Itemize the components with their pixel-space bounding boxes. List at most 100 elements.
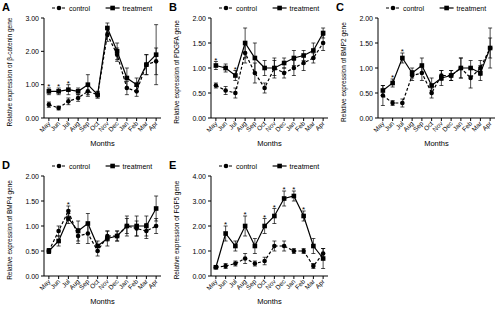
data-point xyxy=(488,46,493,51)
x-axis-label: Months xyxy=(90,297,115,306)
data-point xyxy=(214,265,219,270)
plot-area xyxy=(214,191,326,270)
data-point xyxy=(459,66,464,71)
data-point xyxy=(439,76,444,81)
error-bar xyxy=(321,28,325,38)
x-tick xyxy=(156,276,157,279)
annotation: * xyxy=(234,65,237,74)
error-bar xyxy=(96,91,100,98)
annotation: * xyxy=(67,79,70,88)
data-point xyxy=(488,46,493,51)
data-point xyxy=(311,264,316,269)
y-tick-label: 1.00 xyxy=(192,65,206,72)
data-point xyxy=(400,101,405,106)
y-tick xyxy=(375,118,378,119)
x-tick-label: Apr xyxy=(147,119,160,132)
panel: B0.000.501.001.502.00MayJunJulAugSepOctN… xyxy=(169,1,328,148)
panel-label: B xyxy=(169,1,177,13)
data-point xyxy=(272,66,277,71)
x-tick xyxy=(303,118,304,121)
annotation: * xyxy=(292,185,295,194)
x-tick xyxy=(323,276,324,279)
legend-marker xyxy=(110,164,115,169)
x-tick xyxy=(412,118,413,121)
y-axis-label: Relative expression of BMP2 gene xyxy=(340,22,348,122)
data-point xyxy=(390,101,395,106)
data-point xyxy=(233,91,238,96)
x-tick xyxy=(78,276,79,279)
annotation: * xyxy=(302,205,305,214)
error-bar xyxy=(263,257,267,265)
data-point xyxy=(233,73,238,78)
legend-marker xyxy=(277,6,282,11)
plot-area xyxy=(214,28,326,98)
error-bar xyxy=(224,64,228,72)
panel-label: D xyxy=(2,159,10,171)
panel-label: C xyxy=(336,1,344,13)
series-line xyxy=(383,48,490,91)
x-tick xyxy=(87,118,88,121)
data-point xyxy=(105,26,110,31)
plot-area xyxy=(381,28,493,107)
data-point xyxy=(86,82,91,87)
y-tick-label: 4.00 xyxy=(192,173,206,180)
error-bar xyxy=(391,101,395,106)
annotation: * xyxy=(273,203,276,212)
x-axis xyxy=(44,276,161,277)
annotation: * xyxy=(57,82,60,91)
x-tick xyxy=(293,276,294,279)
legend-item: control xyxy=(386,5,424,12)
data-point xyxy=(66,209,71,214)
data-point xyxy=(115,234,120,239)
legend-marker xyxy=(57,164,62,169)
y-tick xyxy=(41,201,44,202)
error-bar xyxy=(400,99,404,107)
y-tick-label: 0.00 xyxy=(25,115,39,122)
y-tick-label: 0.50 xyxy=(359,90,373,97)
x-axis xyxy=(44,118,161,119)
data-point xyxy=(282,61,287,66)
error-bar xyxy=(57,226,61,236)
error-bar xyxy=(115,43,119,60)
legend-label: treatment xyxy=(123,163,153,170)
x-tick xyxy=(156,118,157,121)
panel: A0.001.002.003.00MayJunJulAugSepOctNovDe… xyxy=(2,1,161,148)
x-axis-label: Months xyxy=(257,297,282,306)
error-bar xyxy=(449,71,453,81)
y-tick-label: 2.00 xyxy=(25,48,39,55)
annotation: * xyxy=(391,73,394,82)
data-point xyxy=(95,92,100,97)
x-tick xyxy=(274,118,275,121)
error-bar xyxy=(272,58,276,78)
legend-item: treatment xyxy=(106,5,153,12)
error-bar xyxy=(76,95,80,102)
series-line xyxy=(383,48,490,103)
series-line xyxy=(49,211,156,251)
data-point xyxy=(321,41,326,46)
data-point xyxy=(272,214,277,219)
error-bar xyxy=(243,28,247,58)
error-bar xyxy=(282,241,286,251)
x-tick xyxy=(136,276,137,279)
x-tick xyxy=(215,118,216,121)
annotation: * xyxy=(47,82,50,91)
y-axis-label: Relative expression of BMP4 gene xyxy=(6,180,14,280)
x-tick xyxy=(146,276,147,279)
error-bar xyxy=(311,239,315,254)
error-bar xyxy=(144,216,148,236)
data-point xyxy=(66,216,71,221)
legend-label: control xyxy=(69,5,90,12)
data-point xyxy=(223,231,228,236)
error-bar xyxy=(154,196,158,221)
x-tick xyxy=(78,118,79,121)
data-point xyxy=(429,83,434,88)
error-bar xyxy=(66,98,70,105)
legend-marker xyxy=(391,6,396,11)
figure: A0.001.002.003.00MayJunJulAugSepOctNovDe… xyxy=(0,0,500,315)
legend-label: control xyxy=(403,5,424,12)
x-tick xyxy=(235,118,236,121)
data-point xyxy=(76,229,81,234)
data-point xyxy=(311,244,316,249)
y-tick xyxy=(41,51,44,52)
error-bar xyxy=(125,219,129,234)
